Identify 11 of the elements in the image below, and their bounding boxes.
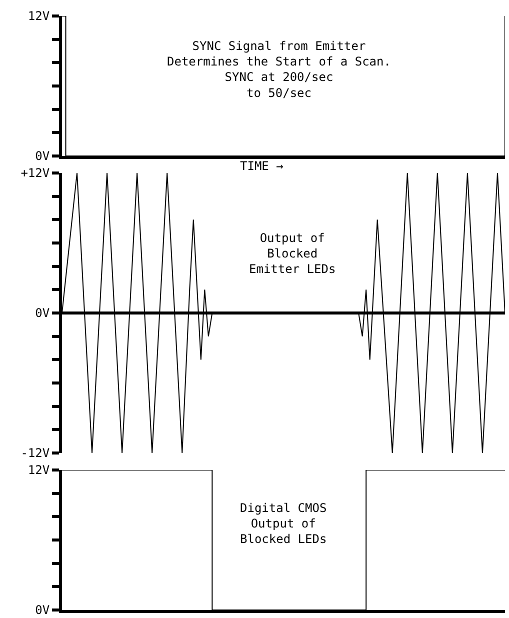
y-tick-label: 0V [35, 306, 50, 320]
y-tick-label: -12V [20, 446, 50, 460]
y-tick-label: 12V [28, 9, 50, 24]
annotation: Digital CMOS Output of Blocked LEDs [240, 501, 327, 546]
annotation: SYNC Signal from Emitter Determines the Start of a Scan. SYNC at 200/sec to 50/sec [167, 39, 391, 100]
annotation: TIME → [240, 159, 284, 173]
y-tick-label: 12V [28, 463, 50, 478]
y-tick-label: 0V [35, 149, 50, 164]
y-tick-label: +12V [20, 166, 50, 180]
annotation: Output of Blocked Emitter LEDs [249, 231, 336, 276]
y-tick-label: 0V [35, 603, 50, 618]
